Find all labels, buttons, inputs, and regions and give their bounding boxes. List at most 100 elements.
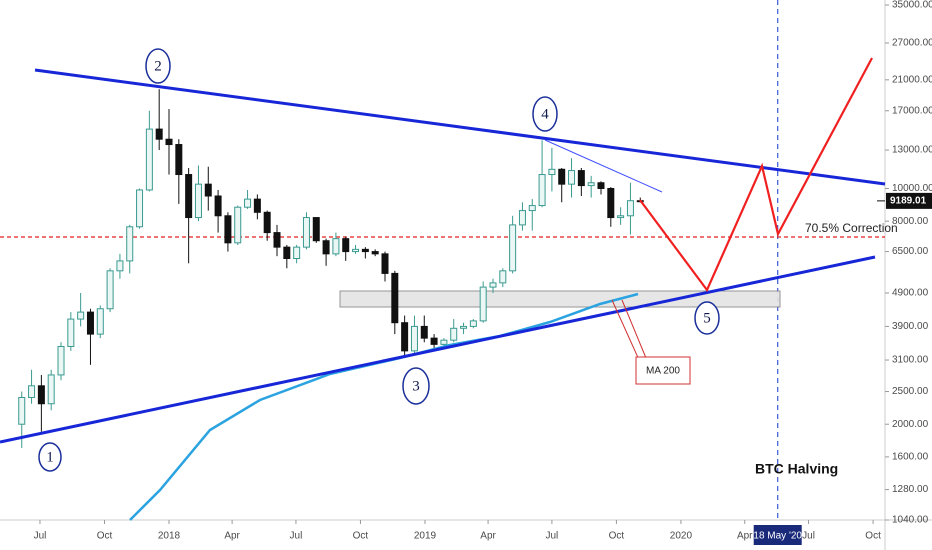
candle-body	[165, 138, 173, 146]
candle-body	[420, 325, 428, 339]
candle-body	[214, 195, 222, 217]
candle-body	[626, 200, 634, 217]
x-tick-label: Jul	[802, 531, 815, 542]
ma-callout-box	[635, 356, 691, 385]
wave-circle	[38, 442, 62, 472]
candle-body	[587, 182, 595, 187]
y-tick-label: 1040.00	[892, 515, 929, 526]
candle-body	[28, 385, 36, 399]
y-tick-label: 8000.00	[892, 216, 929, 227]
minor-trendline	[544, 139, 663, 193]
candle-body	[37, 385, 45, 405]
candle-body	[499, 270, 507, 284]
candle-body	[460, 325, 468, 329]
candle-body	[185, 174, 193, 219]
wave-circle	[694, 301, 720, 335]
x-tick-label: Oct	[353, 531, 369, 542]
candle-body	[96, 308, 104, 335]
candle-body	[410, 325, 418, 352]
y-tick-label: 35000.00	[892, 0, 932, 11]
candle-body	[283, 246, 291, 260]
event-tick-box	[753, 525, 802, 545]
wave-label: 3	[412, 378, 420, 394]
candle-body	[440, 339, 448, 345]
candle-body	[116, 260, 124, 272]
ma-label: MA 200	[646, 366, 680, 377]
candle-body	[263, 211, 271, 234]
y-tick-label: 2500.00	[892, 386, 929, 397]
y-tick-label: 1600.00	[892, 452, 929, 463]
y-tick-label: 13000.00	[892, 145, 932, 156]
x-tick-label: 2019	[414, 531, 437, 542]
x-tick-label: Oct	[97, 531, 113, 542]
candle-body	[342, 238, 350, 253]
wave-label: 2	[154, 58, 162, 74]
candle-body	[371, 251, 379, 255]
candle-body	[430, 337, 438, 345]
candle-body	[302, 217, 310, 248]
y-tick-label: 1280.00	[892, 484, 929, 495]
x-tick-label: Oct	[609, 531, 625, 542]
candle-body	[607, 187, 615, 219]
y-tick-label: 6500.00	[892, 246, 929, 257]
candle-body	[332, 238, 340, 255]
support-zone	[339, 290, 781, 308]
candle-body	[126, 226, 134, 262]
candle-body	[548, 168, 556, 176]
candle-body	[273, 232, 281, 248]
wave-circle	[532, 96, 558, 132]
x-tick-label: Oct	[865, 531, 881, 542]
candle-body	[293, 246, 301, 260]
candle-body	[401, 322, 409, 352]
last-price-box	[886, 192, 932, 209]
candle-body	[224, 215, 232, 244]
y-tick-label: 3100.00	[892, 355, 929, 366]
wave-label: 4	[541, 106, 549, 122]
candle-body	[86, 311, 94, 335]
y-tick-label: 27000.00	[892, 38, 932, 49]
last-price-label: 9189.01	[890, 196, 927, 207]
x-tick-label: 2020	[670, 531, 693, 542]
candle-body	[175, 144, 183, 176]
upper-trendline	[34, 68, 886, 186]
x-tick-label: Jul	[290, 531, 303, 542]
candle-body	[244, 198, 252, 208]
candle-body	[204, 183, 212, 197]
wave-circle	[402, 367, 430, 405]
candle-body	[322, 240, 330, 255]
candle-body	[489, 282, 497, 288]
wave-circle	[145, 48, 171, 84]
y-tick-label: 3900.00	[892, 321, 929, 332]
x-tick-label: Apr	[737, 531, 753, 542]
x-tick-label: Apr	[224, 531, 240, 542]
candle-body	[136, 189, 144, 228]
candle-body	[234, 206, 242, 244]
candle-body	[155, 128, 163, 140]
correction-label: 70.5% Correction	[805, 221, 898, 235]
candle-body	[479, 286, 487, 322]
event-tick-label: 18 May '20	[753, 531, 802, 542]
x-tick-label: Apr	[480, 531, 496, 542]
wave-marker: 1 2 3 4 5	[38, 48, 720, 472]
candle-body	[538, 174, 546, 207]
lower-trendline	[0, 255, 876, 444]
candle-body	[194, 183, 202, 219]
wave-label: 1	[46, 449, 54, 465]
wave-label: 5	[703, 310, 711, 326]
candle-body	[18, 397, 26, 425]
y-tick-label: 10000.00	[892, 183, 932, 194]
candle-body	[558, 168, 566, 185]
y-tick-label: 4900.00	[892, 288, 929, 299]
candle-body	[145, 128, 153, 191]
candle-body	[617, 215, 625, 219]
x-tick-label: Jul	[545, 531, 558, 542]
candle-body	[361, 248, 369, 253]
x-tick-label: 2018	[158, 531, 181, 542]
candle-body	[67, 318, 75, 348]
ma-callout-line	[621, 299, 647, 359]
candle-body	[57, 346, 65, 376]
candle-body	[47, 374, 55, 405]
candle-body	[106, 270, 114, 310]
candles	[18, 89, 644, 449]
